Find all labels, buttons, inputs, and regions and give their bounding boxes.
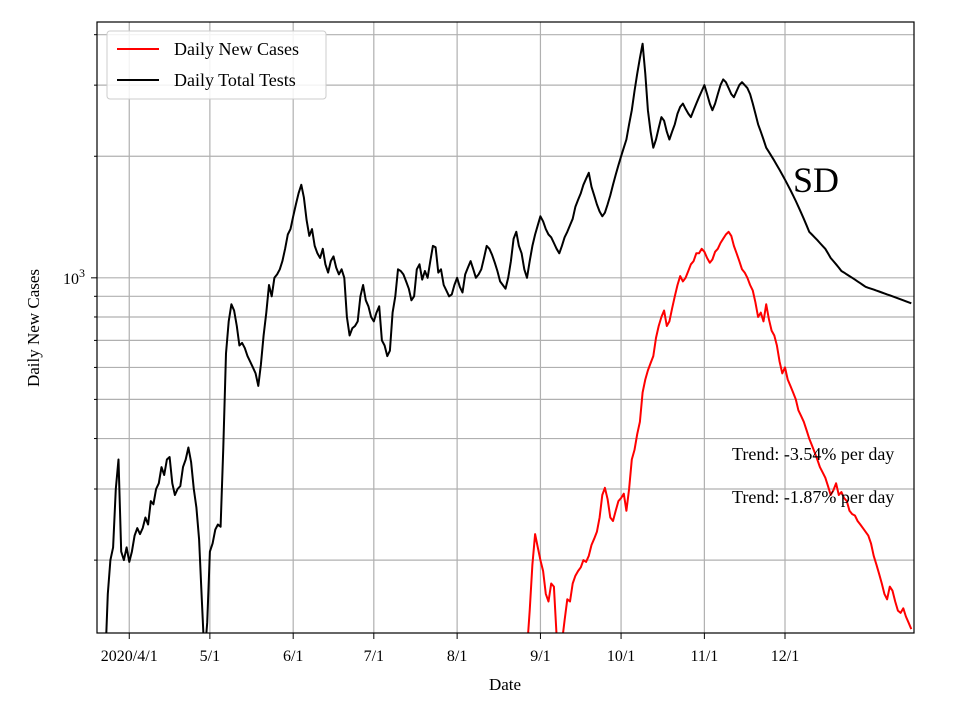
y-tick-label: 103 — [63, 266, 85, 288]
series-layer — [105, 42, 913, 633]
x-tick-label: 11/1 — [690, 648, 718, 665]
legend-label-cases: Daily New Cases — [174, 39, 299, 59]
x-tick-label: 10/1 — [607, 648, 635, 665]
x-tick-label: 12/1 — [771, 648, 799, 665]
state-label: SD — [793, 160, 839, 200]
grid-lines — [97, 22, 914, 633]
x-tick-label: 5/1 — [200, 648, 220, 665]
y-axis-label: Daily New Cases — [24, 269, 43, 387]
legend-box — [106, 30, 327, 100]
x-axis-label: Date — [489, 675, 521, 694]
trend-cases-annotation: Trend: -3.54% per day — [732, 444, 894, 464]
plot-frame — [96, 21, 915, 634]
series-line-cases — [527, 230, 913, 633]
legend: Daily New Cases Daily Total Tests — [106, 30, 327, 100]
axis-ticks: 103 2020/4/1 5/1 6/1 7/1 8/1 9/1 10/1 11/1 12/1 — [63, 34, 799, 665]
legend-label-tests: Daily Total Tests — [174, 70, 296, 90]
x-tick-label: 2020/4/1 — [101, 648, 158, 665]
x-tick-label: 8/1 — [447, 648, 467, 665]
trend-tests-annotation: Trend: -1.87% per day — [732, 487, 894, 507]
series-line-tests — [105, 42, 912, 633]
x-tick-label: 6/1 — [283, 648, 303, 665]
x-tick-label: 9/1 — [530, 648, 550, 665]
x-tick-label: 7/1 — [364, 648, 384, 665]
